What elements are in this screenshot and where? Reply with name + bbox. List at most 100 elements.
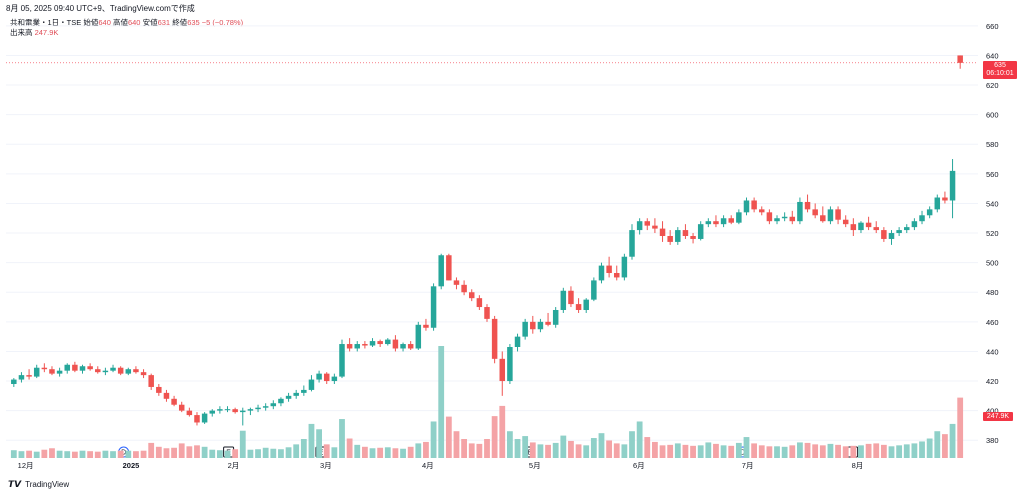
volume-bar: [812, 444, 819, 458]
volume-bar: [339, 419, 345, 458]
candle-body: [720, 218, 727, 225]
candle-body: [552, 310, 559, 325]
candle-body: [881, 230, 887, 239]
volume-bar: [71, 451, 78, 458]
y-tick-label: 520: [986, 229, 999, 238]
candle-body: [675, 230, 681, 242]
candle-body: [26, 375, 32, 377]
volume-bar: [720, 445, 727, 458]
volume-bar: [361, 446, 368, 458]
open-label: 始値: [83, 18, 99, 27]
change-value: −5 (−0.78%): [201, 18, 244, 27]
volume-bar: [102, 450, 109, 458]
volume-bar: [117, 450, 124, 458]
y-tick-label: 620: [986, 81, 999, 90]
last-volume-tag: 247.9K: [983, 412, 1013, 421]
y-tick-label: 440: [986, 347, 999, 356]
volume-bar: [255, 449, 261, 458]
volume-bar: [461, 439, 468, 458]
volume-bar: [865, 443, 872, 458]
candle-body: [415, 324, 422, 349]
candle-body: [49, 369, 55, 374]
volume-bar: [880, 444, 887, 458]
volume-bar: [445, 416, 452, 458]
close-value: 635: [187, 18, 200, 27]
volume-bar: [896, 445, 903, 458]
candle-body: [690, 236, 696, 239]
symbol-name[interactable]: 共和電業・1日・TSE: [10, 18, 82, 27]
volume-bar: [285, 447, 292, 458]
volume-bar: [316, 429, 322, 458]
candle-body: [842, 219, 849, 225]
candle-body: [644, 221, 651, 226]
volume-bar: [797, 442, 803, 458]
candle-body: [820, 215, 826, 222]
volume-bar: [697, 445, 704, 458]
candle-body: [423, 324, 429, 328]
candle-body: [591, 280, 597, 300]
candle-body: [491, 318, 498, 359]
candle-body: [354, 344, 361, 349]
candle-body: [926, 209, 933, 216]
candle-body: [18, 375, 25, 380]
volume-bar: [484, 439, 490, 458]
candle-body: [545, 321, 551, 325]
candle-body: [201, 413, 208, 423]
volume-bar: [529, 442, 536, 458]
candle-body: [629, 230, 635, 257]
candle-body: [865, 222, 872, 228]
volume-bar: [606, 440, 613, 458]
volume-bar: [766, 446, 773, 458]
y-tick-label: 420: [986, 377, 999, 386]
volume-bar: [209, 449, 216, 458]
volume-bar: [919, 441, 925, 458]
candle-body: [949, 170, 956, 201]
candle-body: [79, 366, 86, 371]
volume-bar: [224, 450, 231, 458]
volume-bar: [568, 440, 574, 458]
x-tick-label: 2月: [228, 461, 240, 470]
candle-body: [598, 265, 605, 281]
candle-body: [308, 379, 315, 390]
volume-bar: [506, 431, 513, 458]
close-label: 終値: [172, 18, 188, 27]
candle-body: [774, 218, 780, 222]
candle-body: [102, 370, 109, 373]
candle-body: [186, 410, 193, 416]
candle-body: [346, 344, 353, 349]
footer-brand[interactable]: 𝙏𝙑 TradingView: [8, 479, 69, 490]
volume-bar: [270, 448, 277, 458]
volume-bar: [49, 448, 55, 458]
candle-body: [789, 216, 796, 222]
candle-body: [446, 255, 452, 281]
candle-body: [468, 292, 475, 299]
volume-bar: [583, 445, 590, 458]
volume-bar: [819, 445, 826, 458]
volume-bar: [850, 445, 857, 458]
candle-body: [171, 398, 177, 405]
volume-bar: [41, 449, 48, 458]
volume-bar: [171, 447, 177, 458]
volume-bar: [590, 438, 597, 458]
volume-bar: [262, 447, 269, 458]
candle-body: [95, 369, 101, 373]
candle-body: [728, 218, 734, 223]
y-tick-label: 640: [986, 51, 999, 60]
volume-bar: [560, 435, 567, 458]
volume-bar: [18, 451, 25, 458]
volume-bar: [186, 446, 193, 458]
candle-body: [400, 344, 406, 349]
volume-bar: [934, 431, 941, 458]
candle-body: [194, 415, 200, 423]
volume-bar: [903, 444, 910, 458]
low-label: 安値: [142, 18, 158, 27]
volume-bar: [949, 423, 956, 458]
candle-body: [736, 212, 742, 223]
volume-bar: [79, 450, 86, 458]
volume-bar: [613, 443, 620, 458]
volume-bar: [110, 451, 116, 458]
candle-body: [178, 404, 185, 411]
candle-body: [613, 273, 620, 278]
volume-bar: [682, 444, 689, 458]
